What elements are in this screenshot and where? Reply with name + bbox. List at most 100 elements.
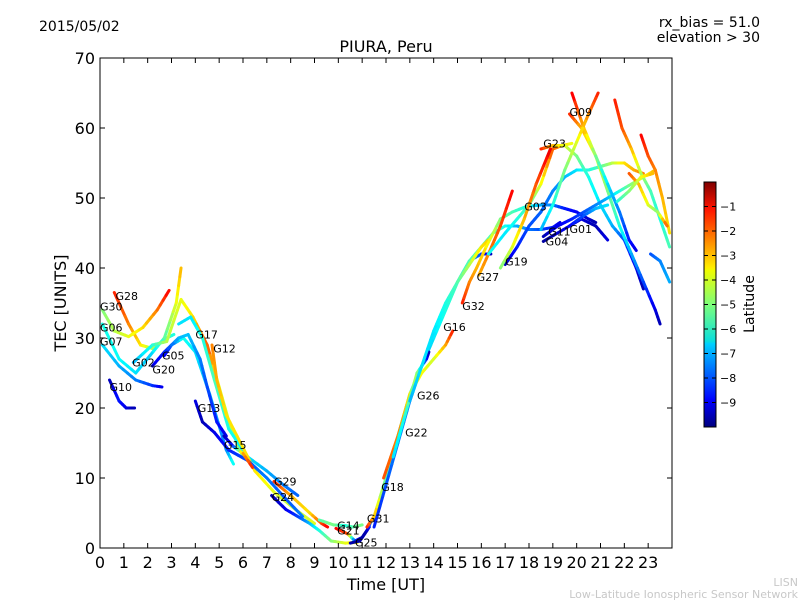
track-segment [449, 329, 455, 336]
satellite-label: G30 [100, 301, 123, 314]
track-segment [296, 510, 305, 518]
track-segment [568, 141, 574, 146]
track-segment [171, 301, 178, 314]
satellite-label: G13 [198, 402, 221, 415]
track-segment [205, 385, 212, 398]
track-segment [534, 173, 542, 186]
y-tick-label: 0 [85, 539, 95, 558]
x-tick-label: 14 [423, 553, 443, 572]
track-segment [606, 189, 613, 202]
track-segment [538, 165, 545, 177]
satellite-label: G31 [367, 513, 390, 526]
track-segment [178, 266, 183, 279]
satellite-label: G12 [213, 343, 236, 356]
track-segment [200, 336, 207, 350]
track-segment [429, 329, 436, 342]
x-tick-label: 18 [519, 553, 539, 572]
track-segment [215, 378, 221, 391]
satellite-label: G10 [110, 381, 133, 394]
track-g12 [210, 343, 316, 525]
y-tick-label: 50 [75, 189, 95, 208]
colorbar-ticks: −1 −2 −3 −4 −5 −6 −7 −8 −9 [704, 201, 736, 410]
track-g29 [272, 480, 330, 529]
satellite-label: G25 [355, 536, 378, 549]
y-tick-label: 30 [75, 329, 95, 348]
track-segment [423, 347, 430, 359]
track-segment [208, 394, 214, 406]
track-segment [358, 523, 364, 527]
track-segment [576, 109, 583, 121]
x-tick-label: 3 [166, 553, 176, 572]
track-segment [375, 495, 382, 509]
satellite-label: G18 [381, 481, 404, 494]
track-segment [230, 459, 235, 466]
x-tick-label: 16 [471, 553, 491, 572]
colorbar-tick-label: −7 [720, 348, 736, 361]
track-segment [663, 221, 669, 228]
track-segment [212, 378, 220, 394]
elevation-label: elevation > 30 [657, 30, 760, 46]
track-segment [648, 172, 655, 176]
track-segment [603, 203, 610, 208]
track-segment [573, 100, 580, 112]
track-g02 [131, 298, 245, 459]
track-segment [539, 221, 546, 231]
track-segment [560, 168, 567, 181]
x-tick-label: 23 [638, 553, 658, 572]
track-segment [609, 198, 616, 210]
track-segment [592, 220, 598, 224]
track-segment [164, 288, 171, 297]
track-segment [640, 282, 645, 291]
track-g10b [498, 147, 552, 270]
track-segment [384, 473, 391, 487]
y-tick-label: 20 [75, 399, 95, 418]
track-segment [382, 466, 389, 480]
track-g20 [150, 333, 228, 438]
track-segment [203, 347, 210, 361]
satellite-label: G06 [100, 322, 123, 335]
track-segment [632, 246, 638, 252]
track-segment [220, 403, 227, 419]
colorbar-tick-label: −6 [720, 323, 736, 336]
track-segment [308, 518, 316, 525]
track-segment [384, 466, 391, 480]
track-g06 [100, 266, 183, 375]
track-segment [615, 215, 622, 228]
track-segment [557, 177, 564, 189]
track-segment [541, 156, 549, 168]
x-axis: 0 1 2 3 4 5 6 7 8 9 10 11 12 13 14 15 16 17 18 19 20 21 22 23 [95, 58, 658, 572]
x-tick-label: 9 [309, 553, 319, 572]
track-g16 [408, 238, 490, 403]
chart-title: PIURA, Peru [339, 37, 432, 56]
satellite-label: G29 [274, 476, 297, 489]
track-segment [531, 182, 538, 195]
track-segment [372, 515, 379, 529]
track-segment [208, 354, 215, 368]
track-segment [378, 494, 385, 508]
satellite-label: G04 [546, 235, 569, 248]
track-g31b [627, 172, 669, 228]
track-segment [498, 215, 505, 228]
track-segment [545, 147, 552, 160]
x-tick-label: 21 [590, 553, 610, 572]
track-segment [412, 371, 419, 385]
y-axis-label: TEC [UNITS] [51, 255, 70, 353]
track-g30 [100, 288, 171, 339]
track-segment [554, 186, 561, 198]
satellite-label: G22 [405, 427, 428, 440]
track-segment [381, 483, 388, 497]
satellite-label: G01 [570, 223, 593, 236]
colorbar-tick-label: −8 [720, 372, 736, 385]
track-segment [105, 331, 113, 343]
track-segment [100, 322, 109, 335]
credit-full: Low-Latitude Ionospheric Sensor Network [569, 588, 798, 600]
satellite-label: G11 [548, 226, 571, 239]
track-g14 [317, 518, 364, 529]
x-axis-label: Time [UT] [346, 575, 425, 594]
track-segment [387, 462, 394, 476]
colorbar-tick-label: −5 [720, 299, 736, 312]
track-g15 [222, 434, 255, 469]
track-segment [397, 424, 404, 438]
